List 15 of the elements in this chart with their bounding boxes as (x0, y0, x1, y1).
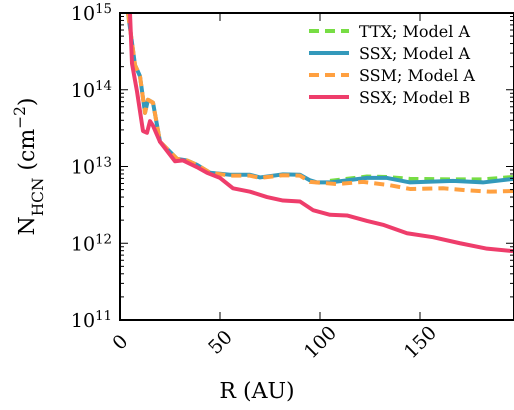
legend-label: SSX; Model A (359, 44, 470, 63)
y-tick-label: 10$^{11}$ (70, 308, 112, 332)
legend-label: SSX; Model B (359, 88, 470, 107)
x-tick-label: 150 (400, 322, 442, 364)
legend-label: TTX; Model A (359, 22, 470, 41)
line-series (128, 13, 514, 254)
x-tick-label: 100 (300, 322, 342, 364)
legend-label: SSM; Model A (359, 66, 476, 85)
y-tick-label: 10$^{13}$ (70, 155, 112, 178)
x-axis-title: R (AU) (219, 379, 295, 404)
y-tick-label: 10$^{12}$ (70, 232, 112, 256)
y-tick-label: 10$^{15}$ (70, 2, 112, 25)
y-tick-label: 10$^{14}$ (70, 78, 112, 102)
x-tick-label: 50 (204, 326, 237, 359)
x-tick-label: 0 (108, 330, 133, 355)
